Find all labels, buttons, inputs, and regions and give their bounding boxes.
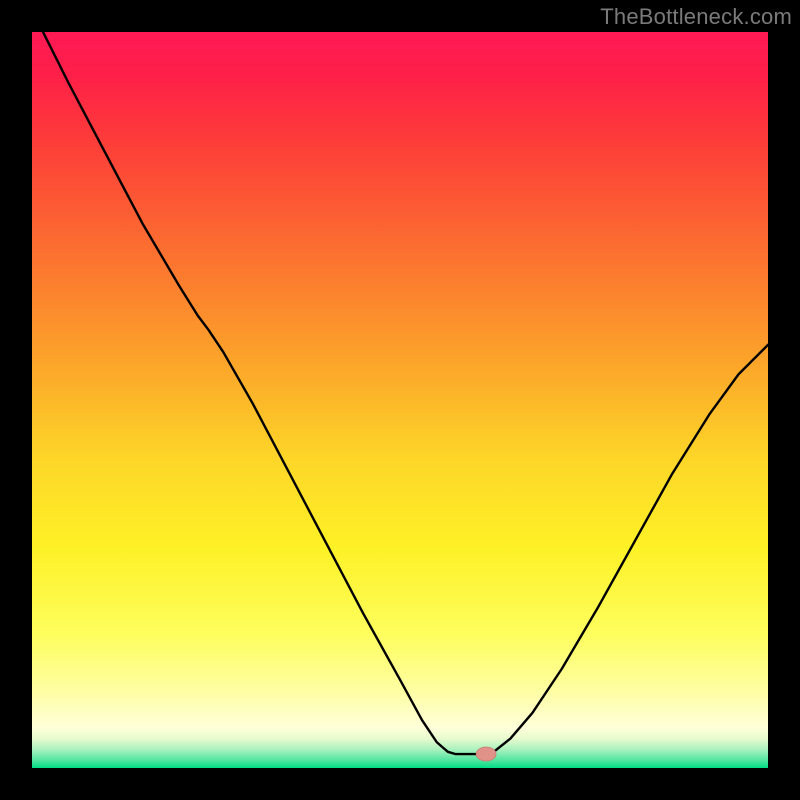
optimal-point-marker — [476, 747, 496, 761]
chart-plot-area — [32, 32, 768, 768]
watermark-text: TheBottleneck.com — [600, 4, 792, 30]
bottleneck-chart — [32, 32, 768, 768]
chart-gradient-background — [32, 32, 768, 768]
